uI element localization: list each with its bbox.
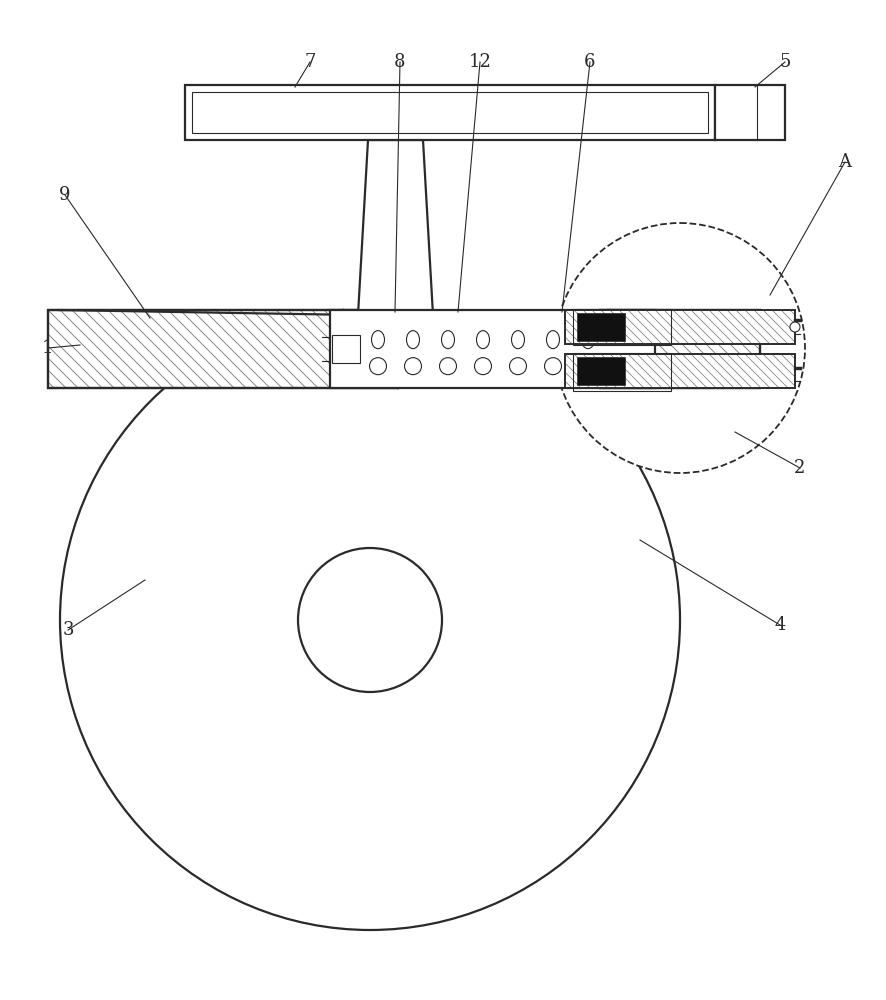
Bar: [577, 357, 625, 385]
Text: 6: 6: [584, 53, 595, 71]
Ellipse shape: [439, 358, 456, 375]
Text: 5: 5: [780, 53, 790, 71]
Ellipse shape: [369, 358, 386, 375]
Polygon shape: [338, 310, 398, 388]
Bar: [565, 354, 795, 388]
Text: A: A: [838, 153, 851, 171]
Circle shape: [60, 310, 680, 930]
Ellipse shape: [475, 358, 492, 375]
Text: 3: 3: [62, 621, 74, 639]
Circle shape: [555, 223, 805, 473]
Bar: [330, 310, 655, 388]
Ellipse shape: [441, 331, 455, 349]
Bar: [48, 310, 398, 388]
Ellipse shape: [405, 358, 422, 375]
Text: 8: 8: [394, 53, 406, 71]
Bar: [48, 310, 398, 388]
Ellipse shape: [509, 358, 526, 375]
Circle shape: [790, 322, 800, 332]
Bar: [577, 313, 625, 341]
Bar: [573, 309, 671, 345]
Bar: [573, 353, 671, 391]
Text: 1: 1: [43, 339, 54, 357]
Ellipse shape: [547, 331, 559, 349]
Bar: [600, 310, 760, 388]
Ellipse shape: [371, 331, 385, 349]
Bar: [565, 310, 795, 344]
Text: 4: 4: [774, 616, 786, 634]
Ellipse shape: [511, 331, 525, 349]
Bar: [192, 92, 708, 133]
Ellipse shape: [581, 331, 595, 349]
Ellipse shape: [579, 358, 596, 375]
Bar: [715, 85, 785, 140]
Polygon shape: [358, 140, 433, 315]
Ellipse shape: [477, 331, 489, 349]
Ellipse shape: [545, 358, 562, 375]
Circle shape: [298, 548, 442, 692]
Text: 9: 9: [59, 186, 71, 204]
Text: 12: 12: [469, 53, 492, 71]
Bar: [185, 85, 715, 140]
Bar: [600, 310, 760, 388]
Bar: [565, 310, 795, 344]
Bar: [565, 354, 795, 388]
Text: 2: 2: [795, 459, 805, 477]
Text: 7: 7: [304, 53, 315, 71]
Ellipse shape: [407, 331, 419, 349]
Bar: [332, 335, 360, 363]
